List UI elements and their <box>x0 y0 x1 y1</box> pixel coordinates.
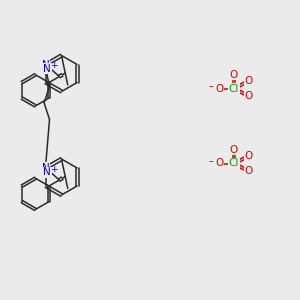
Text: Cl: Cl <box>229 83 239 94</box>
Text: –: – <box>208 81 214 91</box>
Text: Cl: Cl <box>229 158 239 169</box>
Text: O: O <box>215 158 223 169</box>
Text: N: N <box>42 163 50 173</box>
Text: O: O <box>230 70 238 80</box>
Text: –: – <box>208 156 214 166</box>
Text: N: N <box>43 167 51 177</box>
Text: O: O <box>244 166 253 176</box>
Text: O: O <box>244 91 253 101</box>
Text: O: O <box>244 151 253 161</box>
Text: +: + <box>50 61 58 70</box>
Text: O: O <box>244 76 253 86</box>
Text: +: + <box>50 165 58 174</box>
Text: O: O <box>215 83 223 94</box>
Text: N: N <box>43 64 51 74</box>
Text: N: N <box>42 59 50 70</box>
Text: O: O <box>230 145 238 155</box>
